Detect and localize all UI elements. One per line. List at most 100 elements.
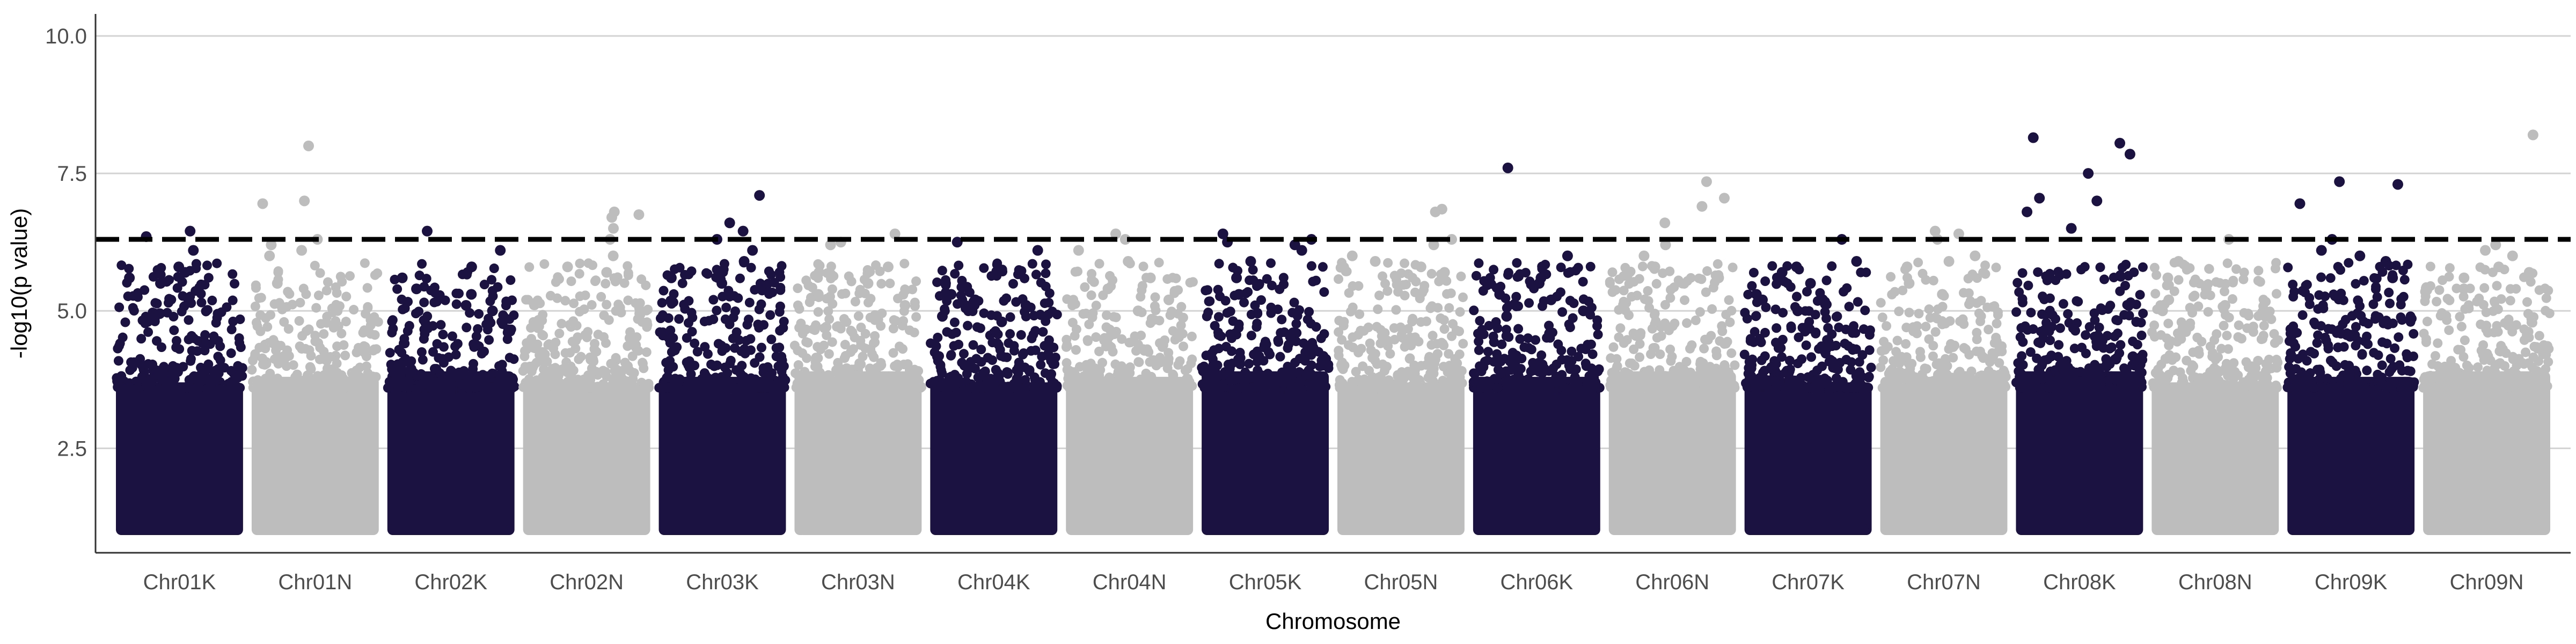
data-point xyxy=(1840,339,1850,349)
peak-point xyxy=(754,190,765,201)
data-point xyxy=(1767,261,1777,271)
data-point xyxy=(773,381,784,391)
data-point xyxy=(1593,382,1603,392)
data-point xyxy=(1695,307,1705,317)
data-point xyxy=(1977,370,1987,380)
data-point xyxy=(1972,334,1982,345)
data-point xyxy=(677,278,687,288)
data-point xyxy=(2438,275,2448,286)
data-point xyxy=(1036,360,1046,370)
data-point xyxy=(1117,334,1127,344)
data-point xyxy=(519,346,530,356)
data-point xyxy=(437,373,448,383)
data-point xyxy=(2185,303,2195,313)
data-point xyxy=(2316,382,2326,392)
data-point xyxy=(2489,296,2499,306)
data-point xyxy=(179,383,189,393)
data-point xyxy=(157,375,167,385)
data-point xyxy=(2012,277,2023,288)
data-point xyxy=(704,316,714,326)
data-point xyxy=(2030,381,2040,391)
data-point xyxy=(888,324,898,334)
peak-point xyxy=(738,256,750,267)
data-point xyxy=(522,338,532,348)
data-point xyxy=(2192,332,2202,342)
data-point xyxy=(1454,326,1465,336)
data-point xyxy=(1778,308,1788,318)
data-point xyxy=(913,376,923,386)
dense-points-block xyxy=(930,382,1058,536)
data-point xyxy=(1696,274,1707,284)
data-point xyxy=(2136,330,2147,340)
data-point xyxy=(2336,265,2346,275)
data-point xyxy=(2351,340,2361,350)
data-point xyxy=(1901,352,1912,362)
data-point xyxy=(890,361,900,371)
data-point xyxy=(1655,349,1665,360)
data-point xyxy=(283,324,294,334)
data-point xyxy=(739,372,749,382)
data-point xyxy=(1395,322,1406,332)
data-point xyxy=(1634,274,1644,284)
data-point xyxy=(763,362,773,372)
data-point xyxy=(1203,367,1213,377)
data-point xyxy=(120,382,130,392)
peak-point xyxy=(882,261,894,273)
data-point xyxy=(1958,288,1968,298)
data-point xyxy=(932,277,942,287)
data-point xyxy=(1318,361,1328,371)
data-point xyxy=(1655,379,1665,390)
data-point xyxy=(1405,353,1415,363)
data-point xyxy=(2190,274,2200,284)
data-point xyxy=(686,266,697,276)
data-point xyxy=(2063,309,2073,319)
data-point xyxy=(2409,377,2419,387)
data-point xyxy=(1213,327,1223,338)
data-point xyxy=(1163,348,1174,358)
data-point xyxy=(363,368,373,378)
data-point xyxy=(2312,338,2322,348)
data-point xyxy=(452,339,463,349)
peak-point xyxy=(397,272,408,283)
x-tick-labels: Chr01K Chr01N Chr02K Chr02N Chr03K Chr03N Chr0… xyxy=(143,570,2524,594)
data-point xyxy=(388,324,398,334)
peak-point xyxy=(185,225,196,237)
data-point xyxy=(636,274,647,284)
data-point xyxy=(1262,274,1272,284)
data-point xyxy=(1745,336,1755,346)
data-point xyxy=(1832,381,1842,391)
peak-point xyxy=(421,225,433,237)
data-point xyxy=(1469,376,1480,386)
data-point xyxy=(1439,315,1449,325)
peak-point xyxy=(716,278,728,289)
peak-point xyxy=(606,212,617,223)
chromosome-band-chr07k xyxy=(1739,234,1876,536)
chromosome-band-chr02k xyxy=(383,225,519,536)
data-point xyxy=(248,383,259,393)
y-tick-label: 2.5 xyxy=(57,437,87,460)
data-point xyxy=(1428,331,1438,341)
x-tick-label-chr01k: Chr01K xyxy=(143,570,216,594)
data-point xyxy=(1607,267,1618,277)
data-point xyxy=(1434,276,1444,287)
dense-points-block xyxy=(523,382,650,536)
data-point xyxy=(1592,321,1602,331)
data-point xyxy=(1593,330,1603,340)
data-point xyxy=(599,310,609,320)
data-point xyxy=(1644,303,1655,313)
data-point xyxy=(1492,349,1502,359)
data-point xyxy=(1519,342,1529,352)
data-point xyxy=(859,383,869,393)
data-point xyxy=(744,297,755,308)
data-point xyxy=(2320,332,2330,342)
data-point xyxy=(1469,305,1479,316)
peak-point xyxy=(2220,299,2231,311)
data-point xyxy=(1086,290,1096,301)
data-point xyxy=(114,302,125,312)
data-point xyxy=(1289,297,1299,308)
data-point xyxy=(1204,296,1214,306)
data-point xyxy=(1983,382,1993,392)
chromosome-band-chr06n xyxy=(1605,176,1740,536)
data-point xyxy=(1690,375,1701,385)
data-point xyxy=(1608,342,1619,352)
